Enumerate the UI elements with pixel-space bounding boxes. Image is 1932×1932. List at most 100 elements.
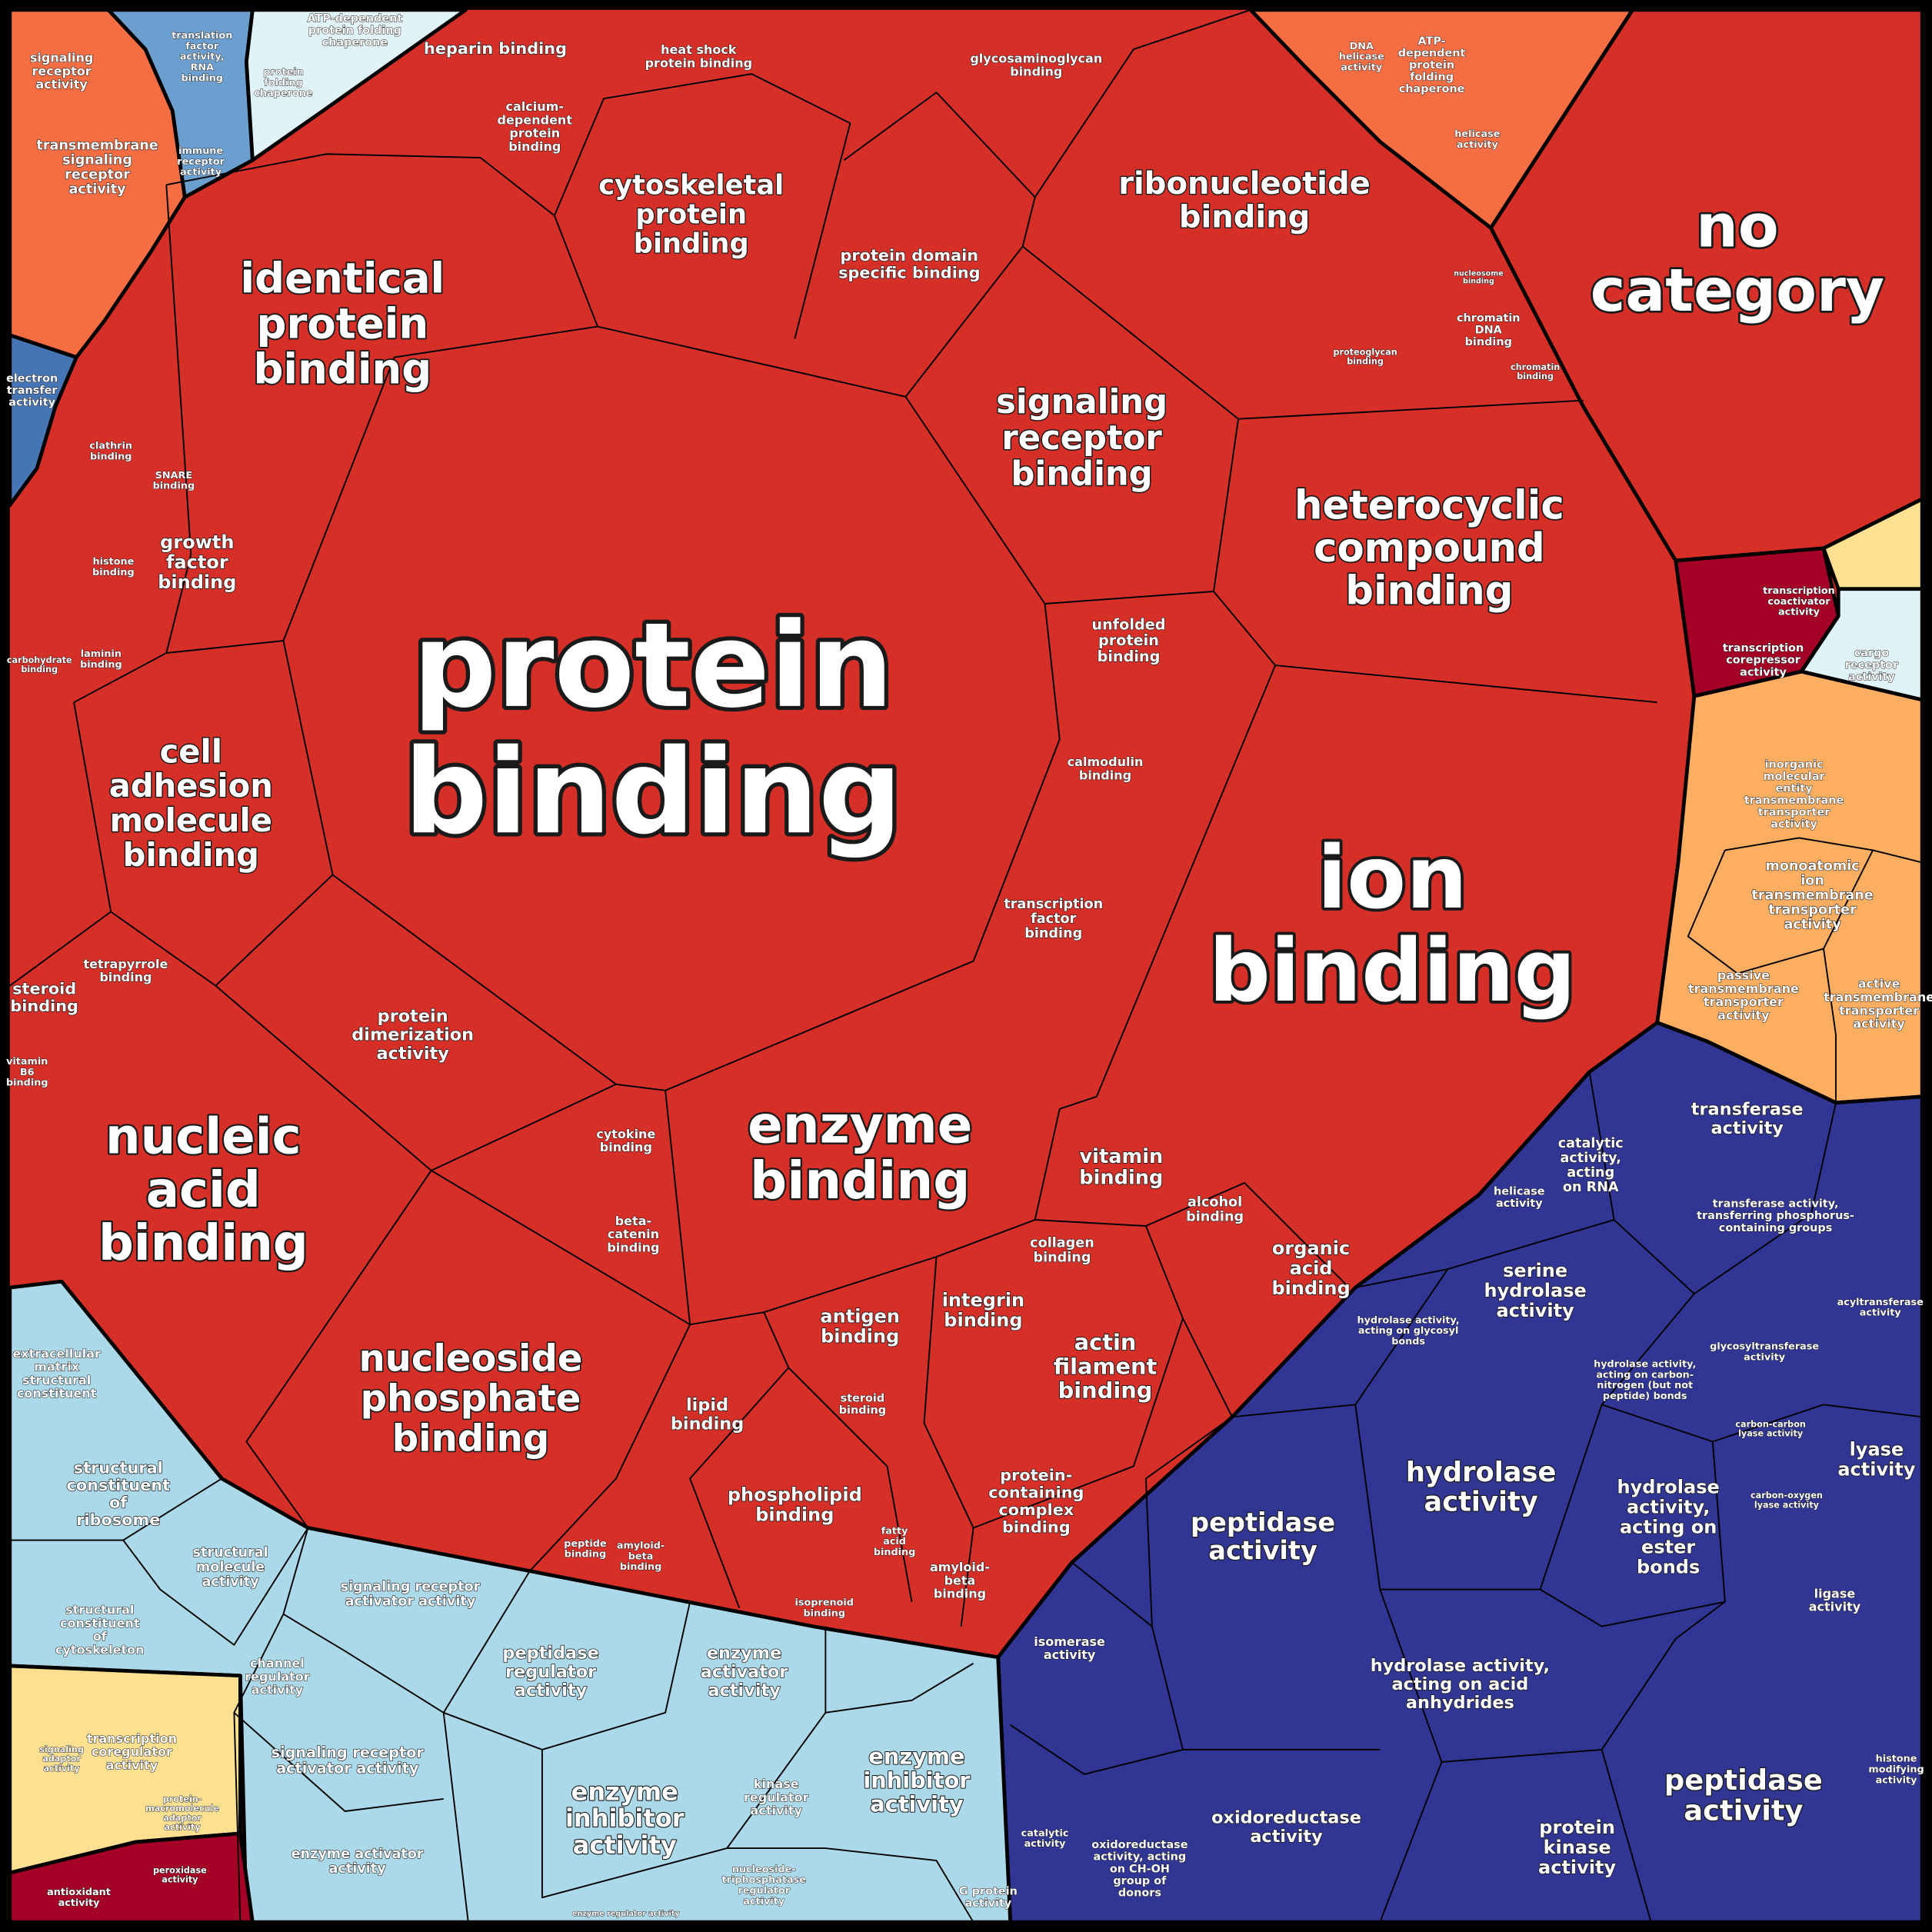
label-line: G protein: [959, 1885, 1018, 1897]
label-line: molecule: [196, 1560, 265, 1575]
label-line: factor: [1031, 911, 1076, 927]
label-line: integrin: [942, 1290, 1024, 1311]
label-line: binding: [1010, 64, 1062, 78]
cell-label: antioxidant activity: [47, 1887, 111, 1909]
cell-border: [73, 701, 112, 912]
cell-border: [233, 1712, 444, 1812]
cell-label: nucleoside-triphosphatase regulator activi…: [722, 1864, 807, 1907]
label-line: carbon-oxygen: [1750, 1491, 1823, 1501]
label-line: peptide: [564, 1537, 607, 1549]
label-line: enzyme: [868, 1743, 964, 1769]
label-line: binding: [92, 566, 134, 578]
cell-label: nucleosome binding: [1454, 269, 1504, 285]
label-line: transferring phosphorus-: [1697, 1210, 1854, 1222]
label-line: transferase activity,: [1713, 1198, 1839, 1211]
label-line: activity: [1848, 671, 1895, 684]
cell-label: oxidoreductase activity: [1211, 1807, 1361, 1846]
label-line: carbohydrate: [7, 655, 72, 665]
label-line: receptor: [1845, 659, 1899, 671]
label-line: activity: [1250, 1826, 1323, 1846]
label-line: macromolecule: [145, 1804, 219, 1814]
label-line: protein: [413, 597, 894, 733]
label-line: binding: [1079, 768, 1131, 782]
cell-label: passive transmembrane transporter activity: [1688, 968, 1799, 1022]
cell-label: protein binding: [404, 597, 902, 859]
cell-label: enzyme inhibitor activity: [565, 1777, 685, 1860]
cell-label: collagen binding: [1030, 1236, 1094, 1266]
label-line: molecule: [110, 801, 272, 839]
label-line: binding: [123, 836, 259, 874]
cell-label: electron transfer activity: [6, 372, 58, 408]
label-line: hydrolase activity,: [1371, 1655, 1550, 1675]
label-line: activity: [1457, 138, 1499, 150]
cell-label: helicase activity: [1454, 128, 1500, 151]
label-line: constituent: [67, 1476, 171, 1494]
label-line: activity, acting: [1094, 1851, 1187, 1864]
cell-label: immune receptor activity: [177, 145, 225, 178]
cell-label: ATP-dependent protein folding chaperone: [1398, 35, 1466, 95]
cell-border: [665, 1090, 1061, 1326]
label-line: activity: [328, 1861, 386, 1877]
label-line: passive: [1717, 968, 1770, 982]
cell-border: [1379, 1761, 1443, 1923]
label-line: peptidase: [1191, 1507, 1335, 1537]
label-line: category: [1591, 257, 1884, 325]
label-line: activity: [1784, 918, 1842, 933]
cell-label: carbohydrate binding: [7, 655, 72, 675]
cell-label: structural molecule activity: [193, 1545, 268, 1590]
groups: [8, 8, 1924, 1924]
label-line: oxidoreductase: [1091, 1839, 1188, 1851]
label-line: binding: [565, 1548, 606, 1560]
label-line: enzyme activator: [291, 1847, 424, 1862]
label-line: complex: [998, 1501, 1074, 1519]
label-line: fatty: [881, 1525, 908, 1537]
label-line: activity: [165, 1822, 202, 1832]
cell-label: protein domain specific binding: [838, 246, 980, 281]
label-line: vitamin: [1079, 1145, 1163, 1168]
label-line: binding: [253, 344, 431, 393]
label-line: ligase: [1814, 1586, 1856, 1601]
label-line: binding: [1209, 921, 1576, 1021]
label-line: heat shock: [661, 42, 737, 57]
cell-label: organic acid binding: [1271, 1237, 1350, 1299]
label-line: binding: [1024, 926, 1082, 941]
label-line: DNA: [1475, 324, 1503, 336]
label-line: binding: [874, 1546, 915, 1557]
label-line: activity: [1024, 1838, 1067, 1850]
label-line: activity: [964, 1897, 1011, 1910]
label-line: signaling: [62, 152, 132, 168]
label-line: activity: [1717, 1008, 1770, 1022]
cell-border: [282, 1613, 469, 1923]
label-line: receptor: [1001, 418, 1162, 457]
cell-label: catalytic activity, acting on RNA: [1558, 1136, 1624, 1195]
label-line: transfer: [7, 385, 58, 397]
cell-border: [1059, 665, 1277, 1110]
cell-label: enzyme regulator activity: [572, 1910, 680, 1918]
cell-label: calmodulin binding: [1068, 754, 1144, 782]
label-line: transporter: [1758, 807, 1831, 819]
label-line: enzyme: [748, 1094, 972, 1154]
cell-label: integrin binding: [942, 1290, 1024, 1331]
label-line: ATP-: [1417, 35, 1445, 48]
label-line: activity: [8, 396, 55, 408]
label-line: calmodulin: [1068, 754, 1144, 769]
label-line: steroid: [12, 979, 76, 998]
label-line: transmembrane: [1824, 990, 1932, 1004]
cell-label: proteoglycan binding: [1333, 348, 1397, 367]
label-line: containing groups: [1719, 1222, 1832, 1234]
label-line: entity: [1776, 783, 1814, 795]
label-line: activity: [1860, 1307, 1902, 1318]
label-line: transcription: [1723, 642, 1804, 655]
label-line: binding: [944, 1310, 1022, 1331]
label-line: activity: [515, 1681, 588, 1700]
label-line: peptidase: [1664, 1763, 1823, 1796]
label-line: transcription: [87, 1730, 177, 1745]
label-line: beta: [628, 1551, 654, 1562]
label-line: oxidoreductase: [1211, 1807, 1361, 1827]
cell-label: hydrolase activity, acting on carbon-nitr…: [1594, 1358, 1696, 1402]
label-line: binding: [21, 665, 58, 675]
cell-label: channel regulator activity: [245, 1656, 310, 1697]
cell-label: enzyme binding: [748, 1094, 972, 1211]
label-line: amyloid-: [930, 1560, 990, 1574]
cell-border: [1687, 849, 1874, 974]
